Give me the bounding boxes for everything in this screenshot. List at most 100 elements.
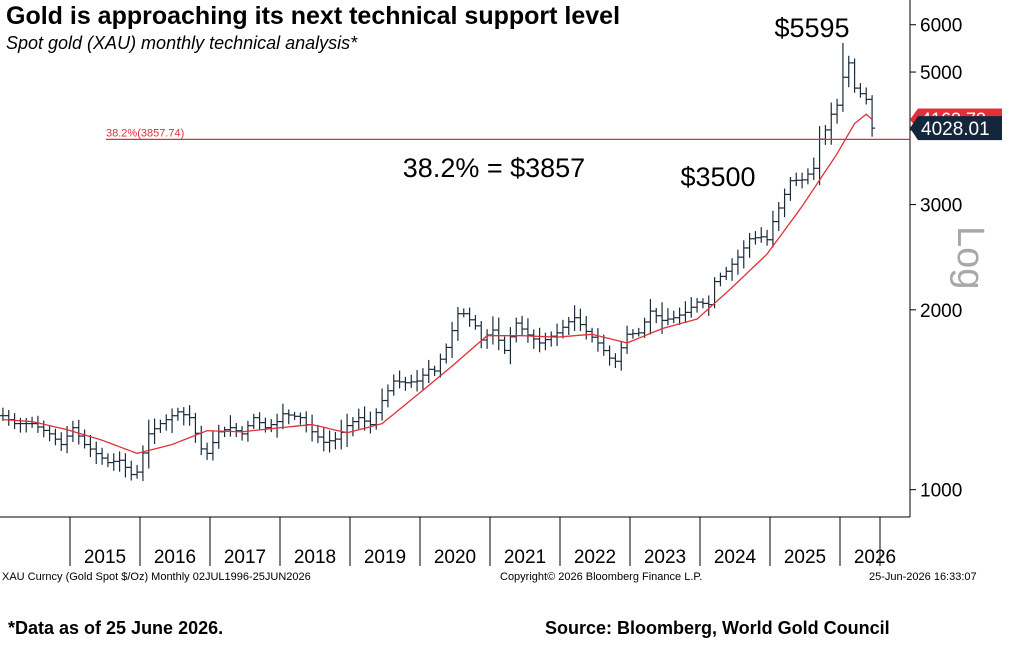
x-tick-label: 2023 bbox=[644, 547, 686, 568]
price-bar bbox=[542, 332, 549, 351]
price-bar bbox=[559, 319, 566, 339]
price-bar bbox=[495, 317, 502, 351]
price-bar bbox=[367, 411, 374, 434]
price-bar bbox=[46, 425, 53, 442]
price-bar bbox=[781, 188, 788, 218]
price-bar bbox=[379, 388, 386, 421]
price-bar bbox=[250, 413, 257, 429]
price-bar bbox=[262, 417, 269, 433]
price-bar bbox=[606, 345, 613, 366]
price-bar bbox=[641, 317, 648, 338]
price-bar bbox=[134, 464, 141, 479]
price-bar bbox=[851, 58, 858, 93]
price-bar bbox=[863, 87, 870, 105]
price-bar bbox=[507, 327, 514, 365]
price-bar bbox=[822, 125, 829, 145]
price-bar bbox=[145, 419, 152, 469]
x-tick-label: 2025 bbox=[784, 547, 826, 568]
x-tick-label: 2021 bbox=[504, 547, 546, 568]
price-bar bbox=[332, 432, 339, 450]
price-bar bbox=[443, 343, 450, 364]
fib-level-label: 38.2%(3857.74) bbox=[106, 127, 184, 139]
price-bar bbox=[93, 441, 100, 464]
chart-subtitle: Spot gold (XAU) monthly technical analys… bbox=[6, 33, 358, 53]
price-bar bbox=[804, 168, 811, 185]
price-bar bbox=[478, 320, 485, 349]
price-bar bbox=[624, 325, 631, 354]
price-bar bbox=[793, 172, 800, 187]
price-bar bbox=[769, 210, 776, 248]
x-tick-label: 2026 bbox=[854, 547, 896, 568]
price-bar bbox=[81, 429, 88, 449]
price-bar bbox=[320, 427, 327, 452]
price-bar bbox=[653, 307, 660, 324]
price-bar bbox=[297, 412, 304, 425]
price-bar bbox=[501, 336, 508, 354]
price-bar bbox=[472, 315, 479, 330]
price-bar bbox=[384, 384, 391, 408]
price-bar bbox=[40, 420, 47, 438]
price-bar bbox=[489, 316, 496, 345]
price-bar bbox=[285, 409, 292, 425]
price-bar bbox=[799, 172, 806, 189]
moving-average-line bbox=[2, 113, 873, 455]
price-bar bbox=[402, 376, 409, 391]
price-bar bbox=[338, 419, 345, 450]
x-tick-label: 2018 bbox=[294, 547, 336, 568]
copyright-text: Copyright© 2026 Bloomberg Finance L.P. bbox=[500, 571, 703, 583]
price-bar bbox=[431, 365, 438, 377]
fib-annotation: 38.2% = $3857 bbox=[403, 153, 585, 183]
price-bar bbox=[466, 307, 473, 327]
price-bar bbox=[670, 310, 677, 324]
x-tick-label: 2019 bbox=[364, 547, 406, 568]
y-axis-label: Log bbox=[949, 226, 991, 289]
price-bar bbox=[122, 453, 129, 478]
price-bar bbox=[349, 416, 356, 437]
price-bar bbox=[209, 431, 216, 461]
price-bar bbox=[419, 368, 426, 390]
price-bar bbox=[64, 425, 71, 454]
price-bar bbox=[484, 329, 491, 349]
price-bar bbox=[723, 266, 730, 280]
price-bar bbox=[239, 426, 246, 441]
x-tick-label: 2016 bbox=[154, 547, 196, 568]
price-bar bbox=[291, 411, 298, 421]
price-bar bbox=[676, 307, 683, 325]
price-bar bbox=[548, 331, 555, 347]
chart-title: Gold is approaching its next technical s… bbox=[6, 2, 621, 30]
x-tick-label: 2015 bbox=[84, 547, 126, 568]
price-bar bbox=[110, 453, 117, 471]
price-bar bbox=[810, 157, 817, 181]
price-bar bbox=[256, 412, 263, 431]
price-bar bbox=[857, 83, 864, 98]
price-bar bbox=[204, 442, 211, 460]
price-bar bbox=[839, 42, 846, 112]
x-tick-label: 2024 bbox=[714, 547, 757, 568]
price-bar bbox=[361, 406, 368, 431]
price-bar bbox=[554, 323, 561, 347]
price-bar bbox=[460, 308, 467, 318]
price-bar bbox=[87, 434, 94, 458]
y-tick-label: 2000 bbox=[920, 301, 962, 322]
price-bar bbox=[734, 249, 741, 275]
price-bar bbox=[869, 95, 876, 137]
price-bar bbox=[524, 318, 531, 343]
price-bar bbox=[752, 231, 759, 245]
price-bar bbox=[565, 316, 572, 335]
price-bar bbox=[519, 315, 526, 336]
price-bar bbox=[192, 412, 199, 443]
last-price-label: 4028.01 bbox=[921, 119, 990, 140]
price-bar bbox=[589, 327, 596, 343]
price-bar bbox=[414, 370, 421, 392]
price-bar bbox=[52, 428, 59, 446]
price-bar bbox=[834, 98, 841, 124]
price-bar bbox=[705, 295, 712, 316]
price-bar bbox=[664, 308, 671, 326]
price-bar bbox=[180, 407, 187, 426]
price-bar bbox=[513, 317, 520, 343]
price-bar bbox=[169, 408, 176, 434]
price-bar bbox=[58, 432, 65, 451]
last-price-box bbox=[910, 116, 1002, 141]
price-bar bbox=[536, 327, 543, 353]
